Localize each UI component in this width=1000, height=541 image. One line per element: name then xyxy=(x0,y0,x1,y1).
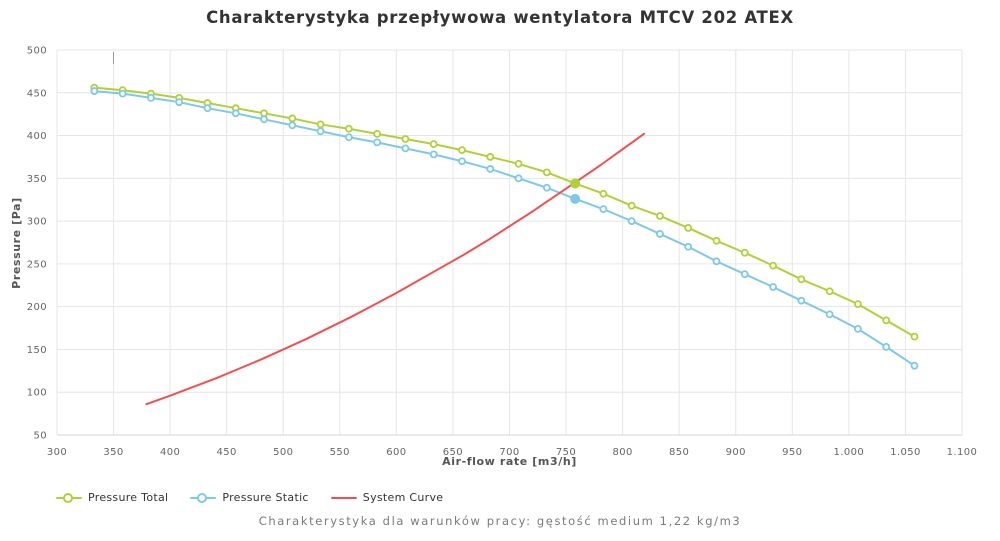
y-tick-label: 200 xyxy=(27,302,47,313)
pressure-total-legend-marker-icon xyxy=(56,492,82,503)
legend: Pressure Total Pressure Static System Cu… xyxy=(56,491,443,504)
y-tick-label: 250 xyxy=(27,259,47,270)
x-tick-label: 450 xyxy=(217,447,237,458)
pressure-total-point-marker xyxy=(514,159,523,168)
legend-item-system-curve[interactable]: System Curve xyxy=(330,491,444,504)
pressure-total-point-marker xyxy=(684,224,693,232)
pressure-total-point-marker xyxy=(373,129,382,138)
pressure-total-point-marker xyxy=(854,300,862,309)
pressure-static-point-marker xyxy=(656,230,664,238)
y-tick-label: 300 xyxy=(27,217,47,228)
pressure-total-point-marker xyxy=(401,135,410,143)
legend-item-pressure-static[interactable]: Pressure Static xyxy=(190,491,308,504)
x-tick-label: 400 xyxy=(160,447,180,458)
pressure-static-point-marker xyxy=(118,89,127,98)
pressure-static-point-marker xyxy=(401,144,410,153)
x-tick-label: 550 xyxy=(330,447,350,458)
pressure-static-point-marker xyxy=(146,94,155,102)
pressure-static-point-marker xyxy=(429,150,438,159)
x-tick-label: 600 xyxy=(386,447,406,458)
pressure-static-point-marker xyxy=(486,165,495,173)
pressure-total-point-marker xyxy=(627,201,636,210)
legend-item-pressure-total[interactable]: Pressure Total xyxy=(56,491,168,504)
pressure-static-point-marker xyxy=(599,205,608,214)
y-tick-label: 100 xyxy=(27,388,47,399)
system-curve-line xyxy=(145,132,646,406)
pressure-static-point-marker xyxy=(769,283,777,291)
pressure-static-point-marker xyxy=(684,242,693,251)
pressure-static-point-marker xyxy=(344,133,353,142)
pressure-static-point-marker xyxy=(458,157,466,166)
pressure-static-legend-marker-icon xyxy=(190,492,217,503)
x-tick-label: 650 xyxy=(443,447,463,458)
x-tick-label: 950 xyxy=(782,447,802,458)
x-tick-label: 750 xyxy=(556,447,576,458)
operating-point-pressure-static xyxy=(570,193,581,204)
operating-point-pressure-total xyxy=(570,178,581,189)
pressure-total-point-marker xyxy=(344,124,353,133)
x-tick-label: 300 xyxy=(47,447,67,458)
pressure-static-point-marker xyxy=(854,325,862,333)
pressure-static-point-marker xyxy=(175,98,184,107)
pressure-static-point-marker xyxy=(825,310,834,319)
pressure-static-point-marker xyxy=(882,342,891,351)
pressure-static-point-marker xyxy=(260,115,268,124)
pressure-static-point-marker xyxy=(373,138,382,147)
pressure-total-point-marker xyxy=(316,120,325,129)
pressure-total-point-marker xyxy=(825,287,834,296)
pressure-total-point-marker xyxy=(769,261,777,270)
pressure-static-point-marker xyxy=(797,296,806,305)
pressure-total-point-marker xyxy=(542,168,551,177)
pressure-total-point-marker xyxy=(882,316,891,325)
pressure-total-point-marker xyxy=(712,236,721,245)
pressure-total-point-marker xyxy=(910,332,919,341)
pressure-static-point-marker xyxy=(514,174,523,183)
pressure-static-point-marker xyxy=(231,109,240,118)
pressure-total-point-marker xyxy=(429,140,438,149)
x-tick-label: 850 xyxy=(669,447,689,458)
pressure-static-point-marker xyxy=(712,257,721,266)
x-tick-label: 800 xyxy=(612,447,632,458)
x-tick-label: 1.000 xyxy=(834,447,865,458)
y-tick-label: 150 xyxy=(27,345,47,356)
pressure-total-point-marker xyxy=(740,248,749,257)
plot-area: 300 350 400 450 500 550 600 650 700 750 800 850 900 9… xyxy=(27,46,978,459)
x-tick-label: 500 xyxy=(273,447,293,458)
x-tick-label: 1.100 xyxy=(947,447,978,458)
legend-label-pressure-total: Pressure Total xyxy=(88,491,169,504)
x-tick-label: 1.050 xyxy=(890,447,921,458)
y-tick-label: 350 xyxy=(27,174,47,185)
pressure-total-point-marker xyxy=(288,114,297,123)
x-tick-label: 350 xyxy=(103,447,123,458)
pressure-static-point-marker xyxy=(627,217,636,226)
pressure-static-point-marker xyxy=(740,270,749,279)
pressure-total-point-marker xyxy=(486,153,495,161)
pressure-static-point-marker xyxy=(542,183,551,192)
pressure-total-point-marker xyxy=(797,275,806,284)
pressure-static-point-marker xyxy=(910,361,919,370)
pressure-total-point-marker xyxy=(656,212,664,220)
pressure-static-line xyxy=(93,90,916,367)
legend-label-system-curve: System Curve xyxy=(362,491,444,504)
x-axis-title: Air-flow rate [m3/h] xyxy=(442,455,577,468)
y-tick-label: 450 xyxy=(27,88,47,99)
pressure-total-line xyxy=(93,86,916,338)
y-tick-label: 400 xyxy=(27,131,47,142)
y-tick-label: 50 xyxy=(33,431,47,442)
y-tick-label: 500 xyxy=(27,46,47,57)
x-tick-label: 700 xyxy=(499,447,519,458)
chart-title: Charakterystyka przepływowa wentylatora … xyxy=(206,8,794,27)
pressure-static-point-marker xyxy=(316,127,325,136)
pressure-total-point-marker xyxy=(458,146,466,155)
x-tick-label: 900 xyxy=(726,447,746,458)
legend-label-pressure-static: Pressure Static xyxy=(222,491,309,504)
system-curve-legend-marker-icon xyxy=(330,493,357,503)
pressure-static-point-marker xyxy=(288,121,297,130)
chart-footer-note: Charakterystyka dla warunków pracy: gęst… xyxy=(258,514,742,528)
pressure-total-point-marker xyxy=(599,189,608,198)
pressure-static-point-marker xyxy=(203,104,212,113)
pressure-static-point-marker xyxy=(90,87,99,95)
